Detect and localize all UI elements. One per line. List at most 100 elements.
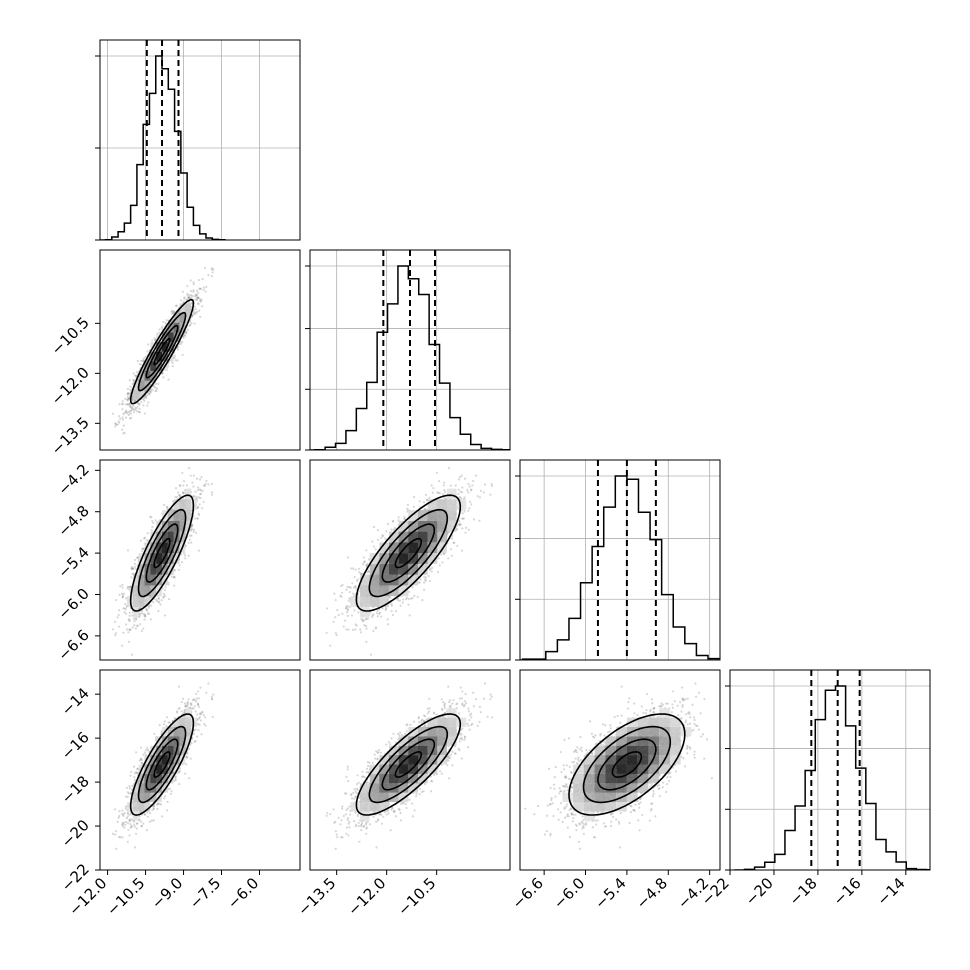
sample-point: [203, 266, 207, 270]
sample-point: [178, 484, 181, 487]
sample-point: [201, 305, 204, 308]
sample-point: [130, 416, 133, 419]
sample-point: [193, 294, 196, 298]
sample-point: [185, 331, 188, 334]
sample-point: [123, 431, 126, 434]
sample-point: [197, 296, 200, 300]
sample-point: [198, 287, 201, 290]
sample-point: [137, 401, 140, 405]
sample-point: [192, 528, 196, 531]
sample-point: [111, 412, 115, 415]
sample-point: [197, 309, 201, 312]
sample-point: [207, 483, 210, 486]
sample-point: [124, 603, 127, 606]
sample-point: [121, 583, 124, 586]
sample-point: [197, 505, 200, 509]
histogram-1: [310, 265, 510, 450]
sample-point: [170, 575, 173, 578]
sample-point: [119, 584, 122, 588]
sample-point: [192, 281, 195, 284]
sample-point: [122, 432, 125, 435]
sample-point: [134, 627, 138, 630]
contour-level-0: [153, 337, 171, 366]
sample-point: [182, 479, 186, 483]
sample-point: [136, 405, 139, 408]
sample-point: [124, 410, 127, 414]
sample-point: [127, 392, 131, 395]
sample-point: [118, 421, 121, 424]
sample-point: [114, 632, 118, 635]
sample-point: [181, 290, 184, 293]
sample-point: [184, 334, 187, 338]
sample-point: [163, 588, 166, 591]
sample-point: [132, 378, 135, 382]
sample-point: [199, 493, 202, 496]
sample-point: [194, 531, 198, 534]
sample-point: [188, 467, 191, 470]
sample-point: [138, 407, 141, 410]
sample-point: [124, 416, 128, 419]
sample-point: [148, 392, 151, 396]
sample-point: [171, 361, 174, 364]
sample-point: [179, 484, 182, 487]
sample-point: [151, 339, 154, 342]
sample-point: [135, 410, 139, 413]
panel-1-1: [305, 249, 511, 451]
sample-point: [203, 484, 207, 487]
sample-point: [183, 554, 187, 557]
sample-point: [192, 290, 195, 293]
sample-point: [170, 312, 174, 315]
sample-point: [132, 567, 135, 571]
sample-point: [114, 423, 118, 426]
sample-point: [200, 475, 203, 479]
sample-point: [153, 337, 156, 340]
sample-point: [126, 392, 130, 395]
sample-point: [113, 425, 117, 428]
sample-point: [210, 482, 213, 486]
sample-point: [145, 607, 148, 610]
sample-point: [145, 539, 148, 542]
sample-point: [177, 311, 180, 314]
sample-point: [143, 615, 146, 618]
sample-point: [143, 613, 146, 616]
sample-point: [140, 549, 144, 552]
sample-point: [129, 405, 132, 409]
sample-point: [120, 592, 124, 595]
sample-point: [135, 407, 138, 410]
sample-point: [138, 607, 141, 610]
sample-point: [146, 350, 149, 353]
sample-point: [182, 300, 185, 303]
sample-point: [189, 297, 192, 300]
sample-point: [167, 378, 170, 381]
sample-point: [182, 491, 185, 494]
sample-point: [192, 309, 195, 312]
sample-point: [117, 613, 120, 617]
sample-point: [157, 609, 160, 613]
sample-point: [159, 603, 162, 606]
sample-point: [130, 406, 134, 410]
sample-point: [151, 520, 154, 523]
density-cell: [150, 361, 157, 371]
sample-point: [201, 507, 204, 510]
sample-point: [116, 423, 119, 426]
sample-point: [146, 343, 150, 346]
sample-point: [140, 400, 143, 404]
sample-point: [131, 626, 134, 629]
sample-point: [154, 386, 157, 389]
sample-point: [187, 541, 190, 544]
sample-point: [197, 278, 201, 282]
sample-point: [210, 275, 214, 278]
sample-point: [146, 404, 149, 407]
sample-point: [199, 492, 202, 495]
sample-point: [199, 496, 202, 500]
sample-point: [123, 411, 126, 415]
density-cell: [173, 322, 180, 333]
sample-point: [128, 585, 131, 588]
sample-point: [133, 400, 137, 403]
sample-point: [168, 598, 171, 601]
sample-point: [187, 296, 191, 299]
sample-point: [149, 515, 152, 518]
sample-point: [131, 407, 134, 410]
sample-point: [139, 363, 143, 366]
sample-point: [188, 293, 191, 297]
